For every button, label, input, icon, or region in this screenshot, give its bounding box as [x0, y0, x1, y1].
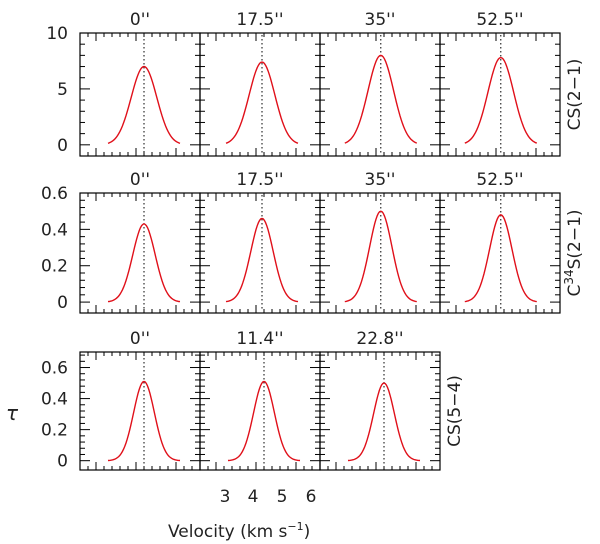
panel-offset-label: 35''	[365, 10, 396, 30]
species-label: C34S(2−1)	[562, 209, 585, 296]
species-label: CS(2−1)	[565, 59, 585, 131]
optical-depth-profile	[464, 214, 537, 303]
x-tick-label-3: 3	[220, 487, 231, 507]
y-tick-label: 0.6	[41, 184, 68, 204]
species-label: CS(5−4)	[445, 375, 465, 447]
panel-frame	[439, 192, 561, 314]
optical-depth-profile	[107, 223, 181, 303]
y-tick-label: 0	[57, 136, 68, 156]
panel-offset-label: 17.5''	[236, 170, 283, 190]
y-tick-label: 0	[57, 452, 68, 472]
panel-offset-label: 0''	[130, 170, 150, 190]
panel-frame	[79, 32, 201, 157]
panel-offset-label: 52.5''	[476, 170, 523, 190]
x-axis-label: Velocity (km s−1)	[168, 520, 310, 542]
optical-depth-profile	[344, 54, 418, 144]
panel-offset-label: 22.8''	[356, 329, 403, 349]
panel-frame	[319, 351, 441, 471]
panel-frame	[439, 32, 561, 157]
optical-depth-profile	[225, 217, 299, 303]
panel-offset-label: 0''	[130, 329, 150, 349]
optical-depth-profile	[344, 210, 417, 303]
panel-frame	[319, 32, 441, 157]
y-tick-label: 5	[57, 80, 68, 100]
y-tick-label: 0.4	[41, 390, 68, 410]
optical-depth-profile	[107, 380, 181, 462]
x-tick-label-6: 6	[306, 487, 317, 507]
panel-frame	[79, 192, 201, 314]
panel-offset-label: 52.5''	[476, 10, 523, 30]
panel-offset-label: 11.4''	[236, 329, 283, 349]
panel-frame	[79, 351, 201, 471]
y-tick-label: 0.2	[41, 421, 68, 441]
y-tick-label: 0	[57, 293, 68, 313]
optical-depth-profile	[107, 65, 181, 144]
y-tick-label: 0.6	[41, 359, 68, 379]
optical-depth-profile	[464, 56, 538, 144]
optical-depth-profile	[225, 61, 299, 144]
plot-layer: 0 5 10 0'' 17.5'' 35'' 52.5'' CS(2−1) 0 0.2 0.4 0.6…	[41, 10, 585, 472]
panel-offset-label: 0''	[130, 10, 150, 30]
x-tick-label-4: 4	[248, 487, 259, 507]
panel-offset-label: 35''	[365, 170, 396, 190]
y-tick-label: 10	[46, 24, 68, 44]
y-tick-label: 0.2	[41, 257, 68, 277]
panel-frame	[199, 192, 321, 314]
y-tick-label: 0.4	[41, 220, 68, 240]
panel-frame	[199, 32, 321, 157]
optical-depth-profile	[227, 380, 301, 462]
optical-depth-profile	[347, 382, 421, 462]
panel-frame	[199, 351, 321, 471]
x-tick-label-5: 5	[277, 487, 288, 507]
panel-offset-label: 17.5''	[236, 10, 283, 30]
y-axis-label: τ	[6, 401, 19, 425]
